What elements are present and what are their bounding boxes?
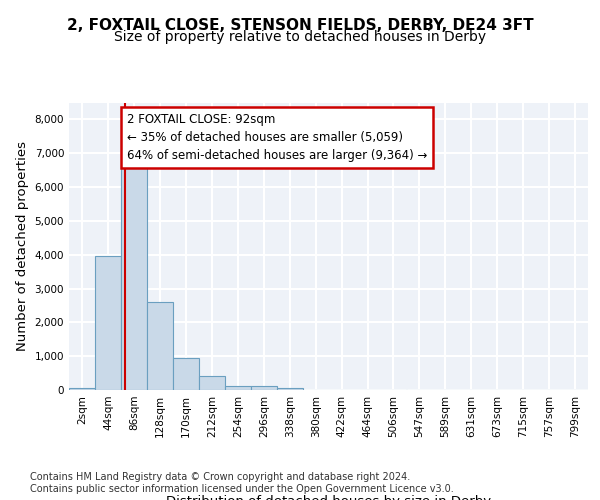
Bar <box>173 358 199 390</box>
Bar <box>95 256 121 390</box>
Bar <box>199 376 225 390</box>
Bar <box>121 168 147 390</box>
Text: 2 FOXTAIL CLOSE: 92sqm
← 35% of detached houses are smaller (5,059)
64% of semi-: 2 FOXTAIL CLOSE: 92sqm ← 35% of detached… <box>127 112 428 162</box>
Text: Contains HM Land Registry data © Crown copyright and database right 2024.
Contai: Contains HM Land Registry data © Crown c… <box>30 472 454 494</box>
X-axis label: Distribution of detached houses by size in Derby: Distribution of detached houses by size … <box>166 496 491 500</box>
Bar <box>251 386 277 390</box>
Bar <box>147 302 173 390</box>
Y-axis label: Number of detached properties: Number of detached properties <box>16 141 29 352</box>
Bar <box>277 388 303 390</box>
Text: Size of property relative to detached houses in Derby: Size of property relative to detached ho… <box>114 30 486 44</box>
Bar <box>69 388 95 390</box>
Bar <box>225 386 251 390</box>
Text: 2, FOXTAIL CLOSE, STENSON FIELDS, DERBY, DE24 3FT: 2, FOXTAIL CLOSE, STENSON FIELDS, DERBY,… <box>67 18 533 32</box>
